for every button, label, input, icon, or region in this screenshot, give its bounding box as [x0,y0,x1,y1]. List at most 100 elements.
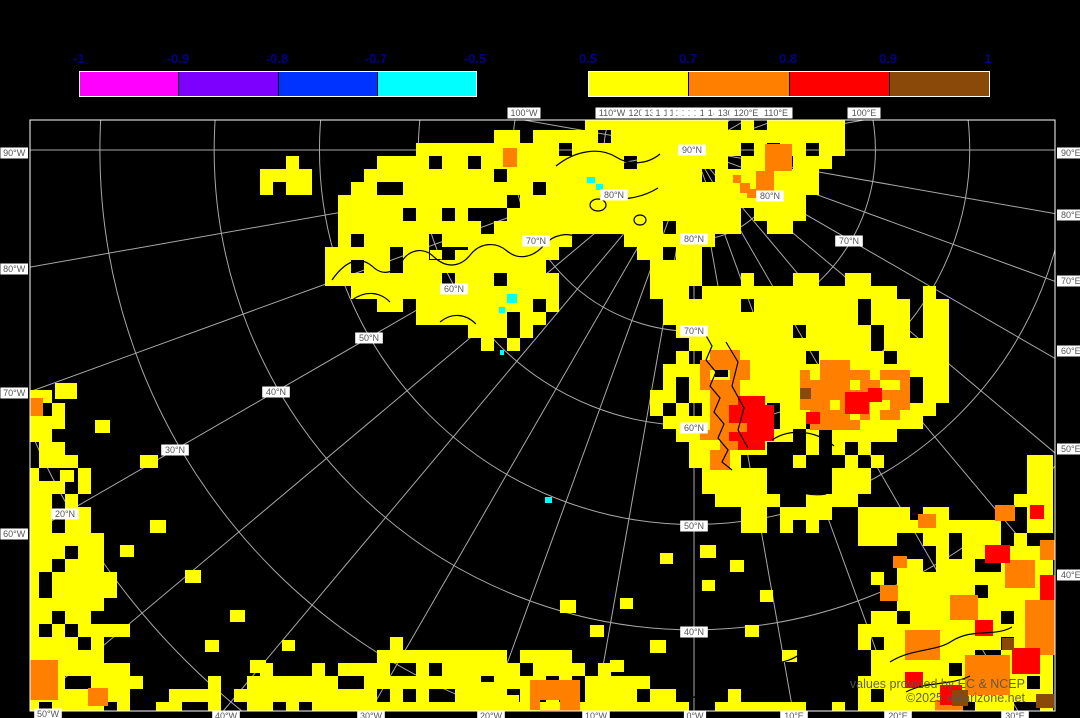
svg-text:30°E: 30°E [1005,711,1025,718]
south-band [156,637,689,711]
negative-cyan-specks [499,177,603,503]
colorbar-segment [377,72,476,96]
coastline-path [589,198,607,212]
colorbar-segment [889,72,989,96]
graticule-label: 0°W [683,710,707,718]
map-frame [29,119,1056,712]
svg-text:80°N: 80°N [604,190,624,200]
colorbar-tick-label: 1 [984,51,992,66]
colorbar-tick-label: -1 [73,51,85,66]
colorbar-positive [588,71,990,97]
svg-text:60°E: 60°E [1061,346,1080,356]
west-edge-orange [30,398,108,706]
colorbar-tick-label: 0.9 [878,51,898,66]
coastline-path [703,331,733,471]
graticule-label: 100°W [507,107,541,119]
svg-text:90°W: 90°W [3,148,26,158]
svg-text:80°N: 80°N [684,234,704,244]
coastline-path [331,234,581,281]
meridian-line [489,149,695,711]
graticule-label: 90°E [1057,147,1080,159]
colorbar-tick-label: -0.8 [265,51,289,66]
brown-spots [800,388,1054,708]
coastline-path [765,431,835,496]
graticule-label: 10°W [582,710,610,718]
graticule-label: 60°E [1057,345,1080,357]
graticule-label: 100°E [847,107,881,119]
colorbar-tick-label: 0.7 [678,51,698,66]
colorbar-segment [589,72,690,96]
graticule-label: 20°N [51,508,79,520]
graticule-label: 40°E [1057,569,1080,581]
graticule-label: 50°N [680,520,708,532]
meridian-line [222,149,695,711]
svg-text:40°N: 40°N [266,387,286,397]
svg-text:100°W: 100°W [510,108,538,118]
coastline-path [689,636,857,701]
graticule-label: 90°N [678,144,706,156]
colorbar-segment [80,72,180,96]
graticule-label: 80°E [1057,209,1080,221]
svg-text:40°W: 40°W [215,711,238,718]
graticule-label: 70°W [0,387,29,399]
colorbar-tick-label: -0.9 [166,51,190,66]
graticule-label: 120°E [729,107,763,119]
svg-text:60°N: 60°N [684,423,704,433]
svg-text:30°N: 30°N [165,445,185,455]
graticule-label: 50°E [1057,443,1080,455]
watermark-copyright: ©2025 safarizone.net [906,691,1026,705]
svg-text:40°E: 40°E [1061,570,1080,580]
polar-orange-bits [733,175,750,193]
arctic-islands-west [260,156,312,195]
svg-text:80°N: 80°N [760,191,780,201]
data-regions [30,120,1055,711]
watermark-provider: values provided by EC & NCEP [850,677,1025,691]
svg-text:70°N: 70°N [526,236,546,246]
south-band-orange [530,680,580,711]
graticule-label: 80°W [0,263,29,275]
graticule-label: 70°E [1057,275,1080,287]
graticule-label: 80°N [600,189,628,201]
baltic-sea [767,429,845,507]
graticule-label: 50°W [34,708,62,718]
svg-text:90°E: 90°E [1061,148,1080,158]
svg-text:10°E: 10°E [784,711,804,718]
svg-text:20°N: 20°N [55,509,75,519]
colorbar-negative [79,71,477,97]
coastline-path [889,626,1013,693]
graticule-label: 40°N [680,626,708,638]
svg-text:50°N: 50°N [359,333,379,343]
graticule-label: 10°E [780,710,808,718]
colorbar-tick-label: 0.5 [578,51,598,66]
meridian-line [594,149,695,711]
svg-text:70°W: 70°W [3,388,26,398]
graticule-label: 110°W [595,107,629,119]
svg-text:120°E: 120°E [734,108,759,118]
arctic-east [754,120,845,234]
svg-text:80°W: 80°W [3,264,26,274]
svg-text:10°W: 10°W [585,711,608,718]
southeast-orange [880,505,1055,711]
svg-text:70°N: 70°N [839,236,859,246]
graticule-label: 30°E [1001,710,1029,718]
svg-text:70°E: 70°E [1061,276,1080,286]
graticule-label: 110°E [759,107,793,119]
graticule-label: 70°N [522,235,550,247]
graticule-label: 90°W [0,147,29,159]
svg-text:40°N: 40°N [684,627,704,637]
graticule-label: 20°W [477,710,505,718]
svg-text:60°N: 60°N [444,284,464,294]
graticule-label: 60°W [0,528,29,540]
svg-text:110°E: 110°E [764,108,788,118]
graticule-label: 70°N [680,325,708,337]
graticule-label: 30°N [161,444,189,456]
meridian-line [693,149,1055,360]
coastline-path [633,214,647,226]
colorbar-tick-label: -0.5 [463,51,487,66]
coastline-path [351,292,477,325]
southeast-red [905,505,1055,705]
greenland-orange [503,148,517,167]
meridian-line [693,149,1055,282]
